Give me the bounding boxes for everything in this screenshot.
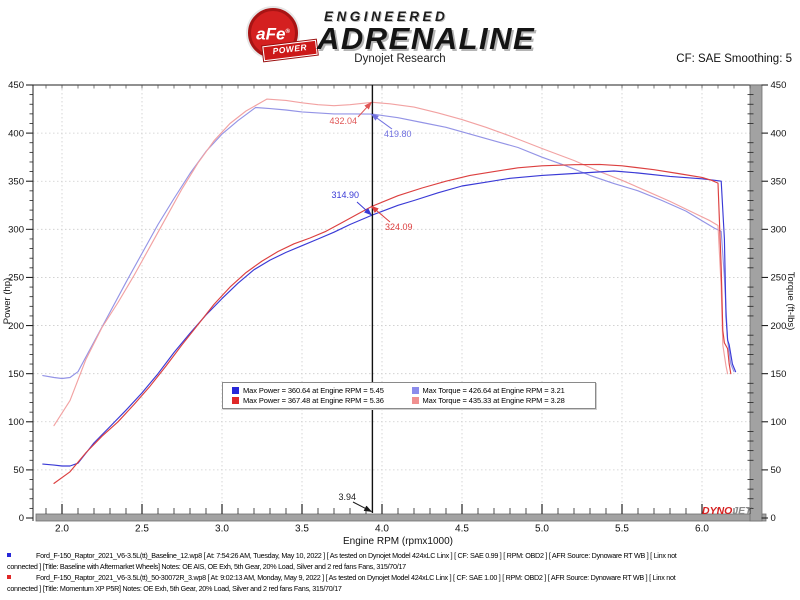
right-tick-label: 250	[771, 273, 787, 284]
afe-logo-badge: aFe®	[248, 8, 298, 58]
run-info-text: Ford_F-150_Raptor_2021_V6-3.5L(tt)_Basel…	[36, 551, 677, 560]
left-tick-label: 150	[8, 369, 24, 380]
annotation-value-label: 314.90	[331, 190, 359, 200]
right-tick-label: 100	[771, 417, 787, 428]
x-axis-title: Engine RPM (rpmx1000)	[343, 536, 453, 547]
left-tick-label: 350	[8, 176, 24, 187]
x-tick-label: 3.0	[215, 524, 229, 535]
annotation-arrow	[357, 101, 372, 118]
y-axis-title-right: Torque (ft-lbs)	[785, 272, 796, 331]
afe-logo-label: aFe	[256, 24, 286, 44]
legend-label: Max Power = 360.64 at Engine RPM = 5.45	[243, 386, 384, 395]
run-bullet-icon	[7, 553, 11, 557]
annotation-value-label: 3.94	[338, 492, 356, 502]
annotation-value-label: 324.09	[385, 222, 413, 232]
curve-baseline-power	[42, 170, 737, 467]
right-tick-label: 450	[771, 80, 787, 91]
dynojet-watermark-dyno: DYNO	[702, 505, 732, 517]
run-info-text: Ford_F-150_Raptor_2021_V6-3.5L(tt)_50-30…	[36, 573, 676, 582]
annotation-arrow	[352, 501, 373, 512]
annotation-arrow	[370, 205, 391, 223]
x-tick-label: 6.0	[695, 524, 709, 535]
right-axis-bar	[749, 84, 763, 522]
x-tick-label: 4.0	[375, 524, 389, 535]
legend-item: Max Power = 360.64 at Engine RPM = 5.45	[232, 386, 412, 395]
logo-brand-text: ADRENALINE	[317, 21, 536, 56]
run-info-line: Ford_F-150_Raptor_2021_V6-3.5L(tt)_Basel…	[0, 551, 800, 562]
legend-swatch	[411, 387, 419, 394]
annotation-arrow	[356, 201, 372, 216]
legend-item: Max Torque = 426.64 at Engine RPM = 3.21	[411, 386, 592, 395]
right-tick-label: 0	[771, 513, 776, 524]
x-tick-label: 5.0	[535, 524, 549, 535]
annotation-value-label: 432.04	[329, 116, 357, 126]
annotation-arrow	[370, 113, 393, 130]
x-tick-label: 3.5	[295, 524, 309, 535]
right-tick-label: 150	[771, 369, 787, 380]
report-title: Dynojet Research	[354, 53, 446, 65]
x-tick-label: 4.5	[455, 524, 469, 535]
y-axis-title-left: Power (hp)	[2, 278, 13, 324]
dynojet-watermark: DYNOJET	[702, 505, 753, 517]
legend-box: Max Power = 360.64 at Engine RPM = 5.45 M…	[222, 382, 596, 409]
right-tick-label: 350	[771, 176, 787, 187]
x-tick-label: 2.0	[55, 524, 69, 535]
legend-swatch	[232, 387, 239, 394]
left-tick-label: 100	[8, 417, 24, 428]
x-tick-label: 5.5	[615, 524, 629, 535]
left-tick-label: 200	[8, 321, 24, 332]
legend-label: Max Torque = 435.33 at Engine RPM = 3.28	[422, 396, 565, 405]
legend-item: Max Torque = 435.33 at Engine RPM = 3.28	[411, 396, 592, 405]
run-info-footer: Ford_F-150_Raptor_2021_V6-3.5L(tt)_Basel…	[0, 551, 800, 595]
bottom-axis-bar	[35, 513, 767, 522]
left-tick-label: 300	[8, 225, 24, 236]
run-info-line: connected ] [Title: Baseline with Afterm…	[0, 562, 800, 573]
legend-label: Max Torque = 426.64 at Engine RPM = 3.21	[422, 386, 565, 395]
dynojet-watermark-jet: JET	[732, 505, 753, 517]
right-tick-label: 300	[771, 225, 787, 236]
legend-label: Max Power = 367.48 at Engine RPM = 5.36	[243, 396, 384, 405]
annotation-value-label: 419.80	[384, 129, 412, 139]
x-tick-label: 2.5	[135, 524, 149, 535]
run-info-line: Ford_F-150_Raptor_2021_V6-3.5L(tt)_50-30…	[0, 573, 800, 584]
run-bullet-icon	[7, 575, 11, 579]
right-tick-label: 50	[771, 465, 782, 476]
legend-swatch	[411, 397, 419, 404]
right-tick-label: 400	[771, 128, 787, 139]
left-tick-label: 450	[8, 80, 24, 91]
run-info-line: connected ] [Title: Momentum XP P5R] Not…	[0, 584, 800, 595]
registered-mark: ®	[285, 29, 290, 35]
logo-tagline: ENGINEERED	[324, 9, 449, 24]
legend-item: Max Power = 367.48 at Engine RPM = 5.36	[232, 396, 412, 405]
smoothing-label: CF: SAE Smoothing: 5	[676, 53, 792, 65]
run-info-text: connected ] [Title: Baseline with Afterm…	[7, 562, 406, 571]
curve-momentum-power	[53, 163, 732, 484]
curve-baseline-torque	[42, 106, 735, 380]
left-tick-label: 50	[13, 465, 24, 476]
left-tick-label: 250	[8, 273, 24, 284]
left-tick-label: 0	[19, 513, 24, 524]
right-tick-label: 200	[771, 321, 787, 332]
legend-swatch	[232, 397, 239, 404]
run-info-text: connected ] [Title: Momentum XP P5R] Not…	[7, 584, 342, 593]
left-tick-label: 400	[8, 128, 24, 139]
